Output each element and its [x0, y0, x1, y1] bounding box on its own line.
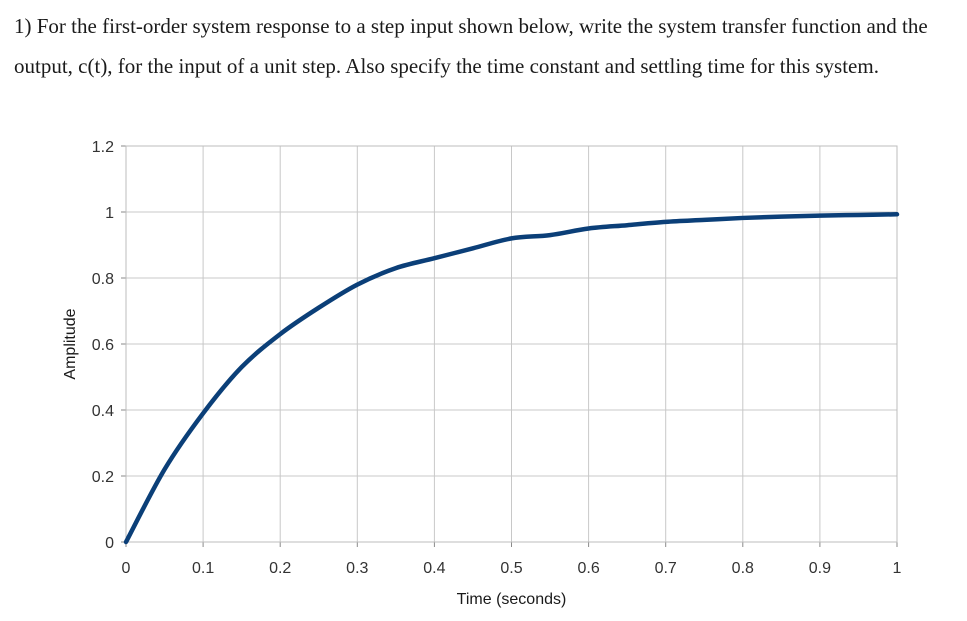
- y-tick-label: 0.6: [92, 337, 114, 354]
- x-tick-label: 0.5: [500, 560, 522, 577]
- y-axis-label: Amplitude: [62, 308, 79, 379]
- x-tick-label: 0.8: [732, 560, 754, 577]
- x-tick-labels: 0 0.1 0.2 0.3 0.4 0.5 0.6 0.7 0.8 0.9 1: [122, 560, 902, 577]
- y-tick-label: 1.2: [92, 139, 114, 156]
- y-tick-label: 1: [105, 205, 114, 222]
- x-tick-label: 0.2: [269, 560, 291, 577]
- question-text: 1) For the first-order system response t…: [14, 14, 928, 78]
- y-tick-label: 0.8: [92, 271, 114, 288]
- y-tick-labels: 0 0.2 0.4 0.6 0.8 1 1.2: [92, 139, 114, 552]
- x-tick-label: 0.3: [346, 560, 368, 577]
- x-tick-label: 0: [122, 560, 131, 577]
- x-tick-label: 1: [893, 560, 902, 577]
- x-tick-label: 0.7: [655, 560, 677, 577]
- grid-lines: [121, 145, 898, 547]
- x-tick-label: 0.1: [192, 560, 214, 577]
- plot-frame: [125, 145, 898, 543]
- x-tick-label: 0.9: [809, 560, 831, 577]
- y-tick-label: 0.4: [92, 403, 114, 420]
- y-tick-label: 0: [105, 535, 114, 552]
- x-tick-label: 0.4: [423, 560, 445, 577]
- x-tick-label: 0.6: [577, 560, 599, 577]
- series-line: [123, 212, 900, 545]
- series-lines: [123, 212, 900, 545]
- y-tick-label: 0.2: [92, 469, 114, 486]
- x-axis-label: Time (seconds): [457, 591, 567, 608]
